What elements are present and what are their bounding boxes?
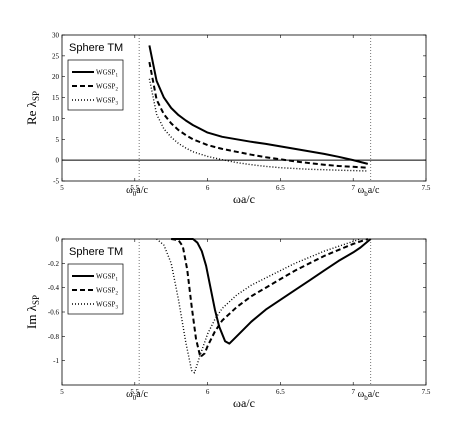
y-tick-label: 20 xyxy=(52,73,60,81)
x-axis-label: ωa/c xyxy=(233,396,255,410)
legend-label-sub: 2 xyxy=(115,88,118,93)
vline-label-main: ω xyxy=(126,389,133,400)
legend-label-sub: 1 xyxy=(115,74,118,79)
y-tick-label: -0.2 xyxy=(48,260,60,268)
legend-label-sub: 1 xyxy=(115,278,118,283)
x-tick-label: 6 xyxy=(206,388,210,396)
y-tick-label: 5 xyxy=(56,136,60,144)
legend-label: WGSP3 xyxy=(96,301,118,311)
legend-label-name: WGSP xyxy=(96,69,116,77)
legend-label: WGSP2 xyxy=(96,287,118,297)
chart-title: Sphere TM xyxy=(69,42,123,54)
vline-label-sub: b xyxy=(364,394,368,402)
x-tick-label: 6.5 xyxy=(276,184,285,192)
legend-label-name: WGSP xyxy=(96,273,116,281)
series-line-wgsp2 xyxy=(148,61,368,169)
x-tick-label: 7.5 xyxy=(422,388,431,396)
x-tick-label: 7 xyxy=(351,388,355,396)
vline-label-sub: 0 xyxy=(133,394,137,402)
legend-label-name: WGSP xyxy=(96,83,116,91)
series-line-wgsp2 xyxy=(171,238,369,358)
vline-label: ωba/c xyxy=(358,389,380,402)
y-tick-label: -0.6 xyxy=(48,309,60,317)
vline-label-tail: a/c xyxy=(136,185,148,196)
vline-label: ωba/c xyxy=(358,185,380,198)
legend-label-sub: 3 xyxy=(115,102,118,107)
x-tick-label: 7.5 xyxy=(422,184,431,192)
y-tick-label: -0.4 xyxy=(48,284,60,292)
legend-label: WGSP1 xyxy=(96,69,118,79)
y-tick-label: -5 xyxy=(53,178,59,186)
y-tick-label: -1 xyxy=(53,357,59,365)
legend-label-name: WGSP xyxy=(96,97,116,105)
x-tick-label: 5.5 xyxy=(130,184,139,192)
vline-label-tail: a/c xyxy=(368,185,380,196)
legend-label: WGSP2 xyxy=(96,83,118,93)
y-tick-label: 0 xyxy=(56,236,60,244)
x-tick-label: 6 xyxy=(206,184,210,192)
series-line-wgsp3 xyxy=(156,238,361,374)
legend-label-name: WGSP xyxy=(96,301,116,309)
vline-label-sub: b xyxy=(364,190,368,198)
y-axis-label-main: Re λ xyxy=(24,100,39,125)
legend-box xyxy=(67,59,124,111)
y-tick-label: 25 xyxy=(52,52,60,60)
x-tick-label: 6.5 xyxy=(276,388,285,396)
y-tick-label: 30 xyxy=(52,32,60,40)
vline-label-sub: 0 xyxy=(133,190,137,198)
x-tick-label: 5 xyxy=(60,184,64,192)
y-axis-label-sub: SP xyxy=(31,91,41,101)
x-tick-label: 5 xyxy=(60,388,64,396)
series-line-wgsp1 xyxy=(171,238,372,345)
vline-label-tail: a/c xyxy=(368,389,380,400)
vline-label-main: ω xyxy=(358,389,365,400)
vline-label-tail: a/c xyxy=(136,389,148,400)
vline-label-main: ω xyxy=(358,185,365,196)
legend-label-name: WGSP xyxy=(96,287,116,295)
vline-label: ω0a/c xyxy=(126,389,148,402)
y-axis-label-sub: SP xyxy=(31,295,41,305)
y-axis-label: Re λSP xyxy=(24,91,41,125)
plot-frame xyxy=(61,34,427,182)
y-axis-label: Im λSP xyxy=(24,295,41,329)
vline-label-main: ω xyxy=(126,185,133,196)
legend-label: WGSP1 xyxy=(96,273,118,283)
legend-label-sub: 3 xyxy=(115,306,118,311)
y-tick-label: 15 xyxy=(52,94,60,102)
y-tick-label: 0 xyxy=(56,157,60,165)
y-axis-label-main: Im λ xyxy=(24,304,39,329)
y-tick-label: 10 xyxy=(52,115,60,123)
y-tick-label: -0.8 xyxy=(48,333,60,341)
legend-label-sub: 2 xyxy=(115,292,118,297)
vline-label: ω0a/c xyxy=(126,185,148,198)
x-axis-label: ωa/c xyxy=(233,192,255,206)
x-tick-label: 7 xyxy=(351,184,355,192)
series-line-wgsp3 xyxy=(148,78,368,172)
x-tick-label: 5.5 xyxy=(130,388,139,396)
legend-label: WGSP3 xyxy=(96,97,118,107)
legend-box xyxy=(67,263,124,315)
series-line-wgsp1 xyxy=(148,45,369,165)
chart-title: Sphere TM xyxy=(69,246,123,258)
